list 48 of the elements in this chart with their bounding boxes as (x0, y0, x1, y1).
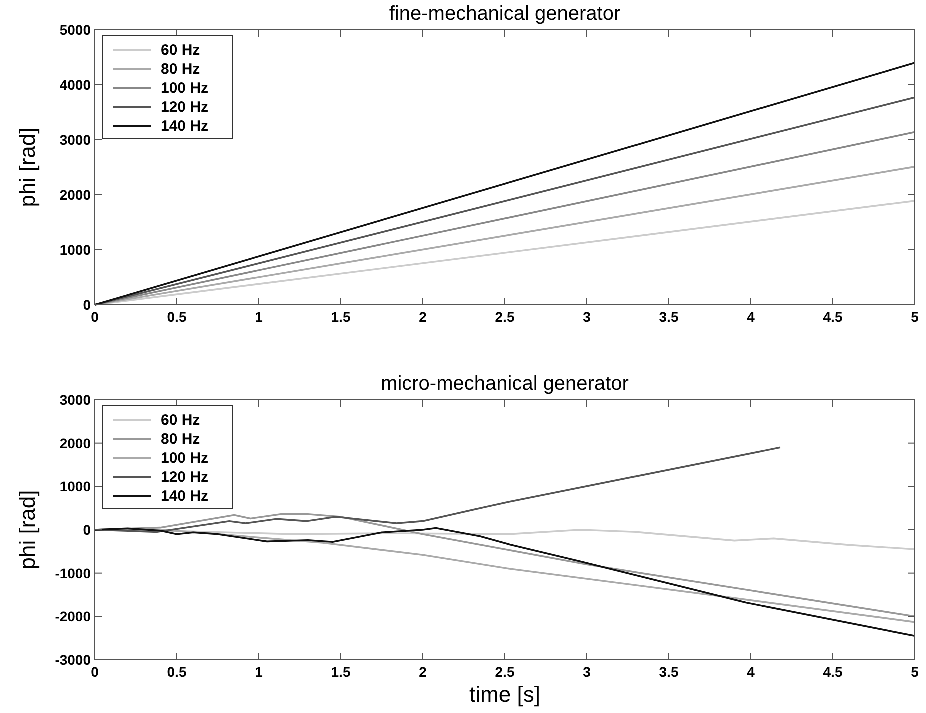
y-tick-label: 3000 (60, 132, 92, 148)
x-tick-label: 2.5 (495, 664, 515, 680)
x-tick-label: 1 (255, 664, 264, 680)
x-axis-title: time [s] (470, 682, 540, 707)
legend-label: 60 Hz (161, 412, 200, 429)
y-tick-label: -3000 (55, 652, 92, 668)
legend-label: 120 Hz (161, 469, 209, 486)
x-tick-label: 2 (419, 664, 428, 680)
y-axis-title: phi [rad] (15, 128, 40, 208)
x-tick-label: 1 (255, 309, 264, 325)
x-tick-label: 4.5 (823, 664, 843, 680)
x-tick-label: 5 (911, 309, 920, 325)
y-tick-label: 2000 (60, 187, 92, 203)
x-tick-label: 1.5 (331, 664, 351, 680)
x-tick-label: 4.5 (823, 309, 843, 325)
x-tick-label: 2 (419, 309, 428, 325)
x-tick-label: 3 (583, 309, 592, 325)
y-axis-title: phi [rad] (15, 490, 40, 570)
y-tick-label: 5000 (60, 22, 92, 38)
x-tick-label: 3.5 (659, 309, 679, 325)
legend-label: 60 Hz (161, 42, 200, 59)
y-tick-label: -1000 (55, 565, 92, 582)
y-tick-label: 0 (83, 297, 92, 313)
y-tick-label: 2000 (60, 435, 92, 452)
y-tick-label: -2000 (55, 608, 92, 625)
x-tick-label: 5 (911, 664, 920, 680)
y-tick-label: 4000 (60, 77, 92, 93)
x-tick-label: 1.5 (331, 309, 351, 325)
y-tick-label: 1000 (60, 478, 92, 495)
x-tick-label: 2.5 (495, 309, 515, 325)
legend-label: 140 Hz (161, 118, 209, 135)
legend-label: 100 Hz (161, 450, 209, 467)
legend-label: 120 Hz (161, 99, 209, 116)
legend-label: 80 Hz (161, 61, 200, 78)
chart-title: micro-mechanical generator (381, 373, 630, 395)
legend-label: 80 Hz (161, 431, 200, 448)
y-tick-label: 0 (83, 522, 92, 538)
x-tick-label: 4 (747, 309, 756, 325)
x-tick-label: 0.5 (167, 309, 187, 325)
y-tick-label: 3000 (60, 392, 92, 408)
x-tick-label: 3.5 (659, 664, 679, 680)
x-tick-label: 4 (747, 664, 756, 680)
legend-label: 100 Hz (161, 80, 209, 97)
legend-label: 140 Hz (161, 488, 209, 505)
y-tick-label: 1000 (60, 242, 92, 258)
x-tick-label: 3 (583, 664, 592, 680)
chart-title: fine-mechanical generator (389, 3, 621, 25)
x-tick-label: 0.5 (167, 664, 187, 680)
